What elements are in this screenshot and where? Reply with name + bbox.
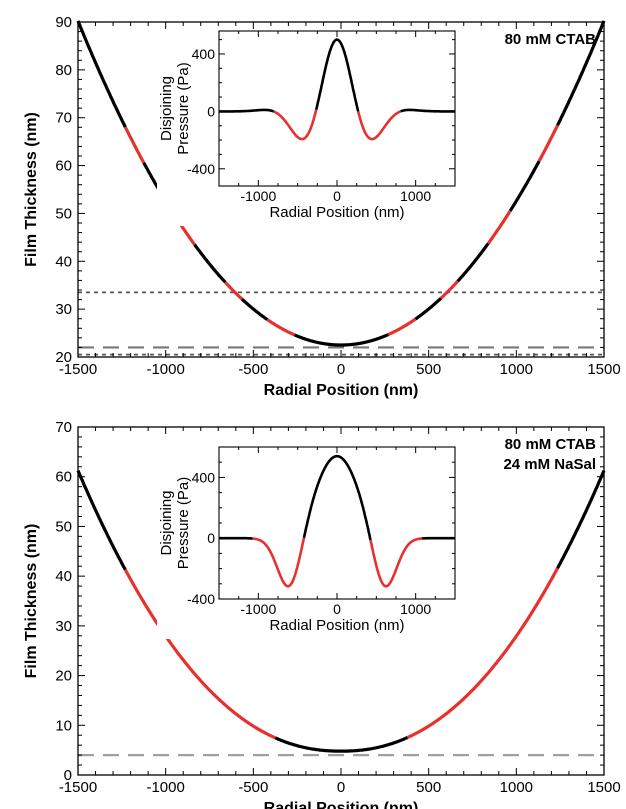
curve-segment-black-15 xyxy=(508,160,541,212)
inset-curve-black-5 xyxy=(399,108,456,113)
annotation-label: 24 mM NaSal xyxy=(503,456,596,473)
x-tick-label: -1000 xyxy=(146,361,184,378)
curve-segment-black-5 xyxy=(556,469,606,569)
x-tick-label: 500 xyxy=(416,779,441,796)
curve-segment-red-16 xyxy=(537,124,559,162)
y-tick-label: 60 xyxy=(55,158,72,175)
y-tick-label: 20 xyxy=(55,668,72,685)
inset-curve-black-3 xyxy=(302,454,372,541)
annotation-label: 80 mM CTAB xyxy=(505,31,597,48)
inset-y-tick-label: 400 xyxy=(192,469,216,485)
curve-segment-red-10 xyxy=(387,317,417,336)
curve-segment-black-9 xyxy=(293,333,390,347)
y-tick-label: 0 xyxy=(64,767,72,784)
inset-y-axis-title: Pressure (Pa) xyxy=(175,477,192,570)
inset-x-tick-label: 1000 xyxy=(400,601,431,617)
inset-x-axis-title: Radial Position (nm) xyxy=(269,617,404,634)
inset-x-tick-label: 1000 xyxy=(400,188,431,204)
y-axis-title: Film Thickness (nm) xyxy=(23,524,40,679)
y-axis-title: Film Thickness (nm) xyxy=(23,112,40,267)
inset-curve-red-2 xyxy=(272,109,318,141)
curve-segment-red-2 xyxy=(123,569,276,740)
chart-panel-1: -1500 -1000 -500 0 500 1000 1500 20 30 40 50 60 70 80… xyxy=(23,14,621,399)
curve-segment-black-13 xyxy=(456,242,490,283)
y-tick-label: 30 xyxy=(55,301,72,318)
curve-segment-red-6 xyxy=(224,281,244,301)
curve-segment-red-14 xyxy=(487,210,512,245)
inset-background xyxy=(157,29,459,226)
curve-segment-red-4 xyxy=(406,567,559,739)
inset-x-axis-title: Radial Position (nm) xyxy=(269,204,404,221)
y-tick-label: 70 xyxy=(55,419,72,436)
y-tick-label: 50 xyxy=(55,518,72,535)
curve-segment-red-12 xyxy=(439,280,459,300)
x-tick-label: 1500 xyxy=(587,779,620,796)
inset-background xyxy=(157,445,459,639)
x-tick-label: 1000 xyxy=(500,779,533,796)
inset-chart: -1000 0 1000 -400 0 400 Radial Position (nm) Di… xyxy=(157,29,459,226)
inset-y-axis-title: Disjoining xyxy=(158,76,175,141)
x-tick-label: 0 xyxy=(337,361,345,378)
inset-y-tick-label: 0 xyxy=(207,530,215,546)
curve-segment-black-5 xyxy=(193,243,227,284)
inset-curve-red-4 xyxy=(356,110,402,141)
inset-curve-red-2 xyxy=(251,537,306,588)
x-tick-label: 500 xyxy=(416,361,441,378)
inset-y-tick-label: 400 xyxy=(192,46,216,62)
chart-panel-2: -1500 -1000 -500 0 500 1000 1500 0 10 20 30 40 50 60 7… xyxy=(23,419,621,809)
x-tick-label: -1500 xyxy=(59,361,97,378)
y-tick-label: 60 xyxy=(55,469,72,486)
inset-x-tick-label: -1000 xyxy=(240,601,276,617)
inset-x-tick-label: -1000 xyxy=(240,188,276,204)
x-tick-label: -1000 xyxy=(146,779,184,796)
curve-segment-black-11 xyxy=(414,297,443,321)
curve-segment-black-3 xyxy=(274,736,409,753)
curve-segment-black-7 xyxy=(240,297,269,321)
x-tick-label: 1000 xyxy=(500,361,533,378)
y-tick-label: 80 xyxy=(55,62,72,79)
inset-y-tick-label: 0 xyxy=(207,103,215,119)
x-tick-label: -1500 xyxy=(59,779,97,796)
curve-segment-red-2 xyxy=(123,126,146,164)
y-tick-label: 30 xyxy=(55,618,72,635)
inset-curve-black-1 xyxy=(218,108,275,113)
x-tick-label: 1500 xyxy=(587,361,620,378)
x-axis-title: Radial Position (nm) xyxy=(264,382,419,399)
x-tick-label: -500 xyxy=(238,361,268,378)
inset-y-tick-label: -400 xyxy=(187,161,215,177)
inset-y-axis-title: Disjoining xyxy=(158,490,175,555)
y-tick-label: 40 xyxy=(55,253,72,270)
inset-chart: -1000 0 1000 -400 0 400 Radial Position (nm) Di… xyxy=(157,445,459,639)
inset-x-tick-label: 0 xyxy=(333,188,341,204)
x-tick-label: 0 xyxy=(337,779,345,796)
y-tick-label: 20 xyxy=(55,349,72,366)
inset-y-axis-title: Pressure (Pa) xyxy=(175,62,192,155)
inset-x-tick-label: 0 xyxy=(333,601,341,617)
curve-segment-black-17 xyxy=(556,20,606,127)
curve-segment-black-1 xyxy=(76,20,127,128)
annotation-label: 80 mM CTAB xyxy=(505,436,597,453)
y-tick-label: 90 xyxy=(55,14,72,31)
x-tick-label: -500 xyxy=(238,779,268,796)
y-tick-label: 70 xyxy=(55,110,72,127)
y-tick-label: 50 xyxy=(55,205,72,222)
inset-curve-black-3 xyxy=(314,38,360,112)
y-tick-label: 10 xyxy=(55,717,72,734)
y-tick-label: 40 xyxy=(55,568,72,585)
curve-segment-red-8 xyxy=(266,318,296,337)
inset-curve-red-4 xyxy=(369,537,423,588)
curve-segment-black-1 xyxy=(76,469,127,571)
x-axis-title: Radial Position (nm) xyxy=(264,800,419,809)
inset-y-tick-label: -400 xyxy=(187,591,215,607)
